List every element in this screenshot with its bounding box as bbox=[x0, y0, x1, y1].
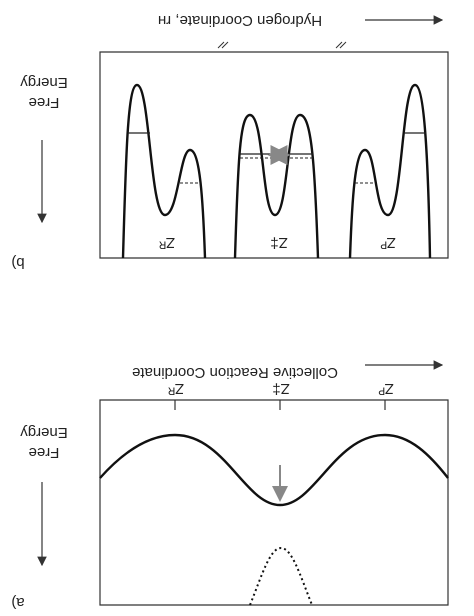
x-axis-title: Hydrogen Coordinate, rʜ bbox=[158, 12, 322, 29]
tick-label: Z‡ bbox=[272, 380, 290, 397]
x-axis-title: Collective Reaction Coordinate bbox=[132, 364, 338, 381]
y-axis-title: Energy bbox=[20, 74, 68, 91]
well-curve bbox=[121, 83, 207, 259]
axis-break bbox=[217, 41, 347, 49]
tick-label: Zᴿ bbox=[168, 380, 184, 397]
tick bbox=[174, 400, 386, 410]
y-axis-title: Free bbox=[29, 94, 60, 111]
well-label: Zᴾ bbox=[380, 234, 395, 251]
energy-curve bbox=[99, 433, 449, 507]
panel-b: Hydrogen Coordinate, rʜ Energy Free b) Z… bbox=[11, 12, 449, 271]
frame bbox=[99, 399, 449, 606]
y-axis-title: Energy bbox=[20, 424, 68, 441]
frame bbox=[99, 51, 449, 259]
y-axis-title: Free bbox=[29, 444, 60, 461]
well-label: Zᴿ bbox=[159, 234, 175, 251]
well-label: Z‡ bbox=[270, 234, 288, 251]
well-curve bbox=[233, 113, 320, 259]
distribution-curve bbox=[249, 546, 313, 606]
well-curve bbox=[348, 83, 432, 259]
panel-label: b) bbox=[11, 254, 24, 271]
panel-a: Collective Reaction Coordinate Energy Fr… bbox=[11, 360, 449, 611]
tick-label: Zᴾ bbox=[378, 380, 393, 397]
panel-label: a) bbox=[11, 594, 24, 611]
